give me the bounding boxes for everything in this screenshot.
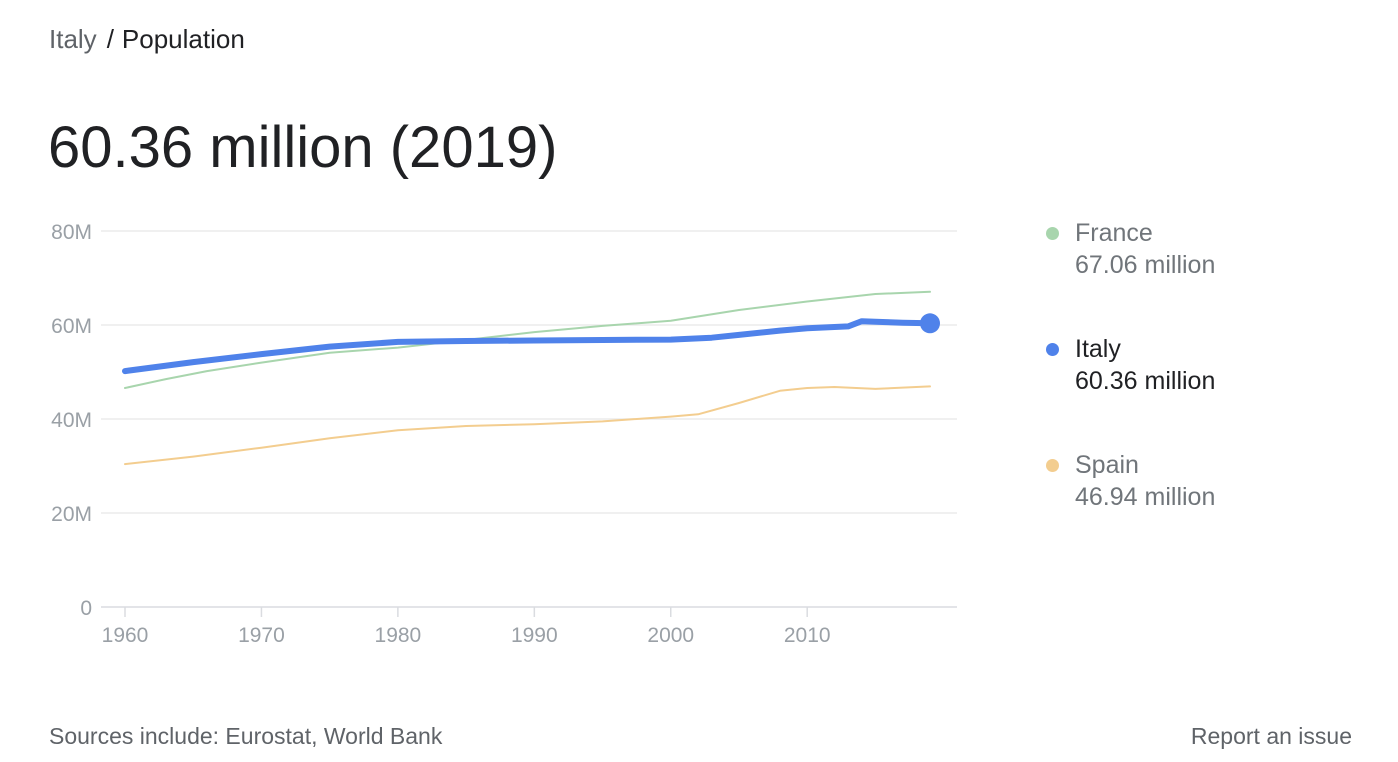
breadcrumb-current-page: Population <box>121 24 245 54</box>
y-tick-label-40M: 40M <box>51 409 92 432</box>
legend-value-italy: 60.36 million <box>1075 367 1216 395</box>
spain-dot-icon <box>1046 459 1059 472</box>
y-tick-label-20M: 20M <box>51 503 92 526</box>
population-headline: 60.36 million (2019) <box>48 115 558 180</box>
italy-dot-icon <box>1046 343 1059 356</box>
sources-note: Sources include: Eurostat, World Bank <box>49 723 443 749</box>
x-tick-label-2000: 2000 <box>647 624 694 647</box>
series-line-france <box>124 290 931 389</box>
report-issue-link[interactable]: Report an issue <box>1190 723 1352 749</box>
legend-name-france: France <box>1075 219 1153 247</box>
legend-name-italy: Italy <box>1075 335 1121 363</box>
y-tick-label-0: 0 <box>80 597 92 620</box>
y-tick-label-60M: 60M <box>51 315 92 338</box>
breadcrumb-separator: / <box>106 24 114 54</box>
y-tick-label-80M: 80M <box>51 221 92 244</box>
legend-value-france: 67.06 million <box>1075 251 1216 279</box>
series-line-italy <box>122 318 933 375</box>
x-tick-label-1970: 1970 <box>238 624 285 647</box>
x-tick-label-1990: 1990 <box>511 624 558 647</box>
series-line-spain <box>124 385 931 466</box>
x-tick-label-1980: 1980 <box>375 624 422 647</box>
legend-value-spain: 46.94 million <box>1075 483 1216 511</box>
legend-name-spain: Spain <box>1075 451 1139 479</box>
highlight-point-italy <box>920 313 940 334</box>
x-tick-label-2010: 2010 <box>784 624 831 647</box>
population-line-chart[interactable]: 0 20M 40M 60M 80M 1960 1970 1980 1990 2000 2010 <box>0 0 1000 670</box>
breadcrumb-country-link[interactable]: Italy <box>49 24 97 54</box>
x-tick-label-1960: 1960 <box>102 624 149 647</box>
breadcrumb: Italy / Population <box>49 22 245 56</box>
france-dot-icon <box>1046 227 1059 240</box>
